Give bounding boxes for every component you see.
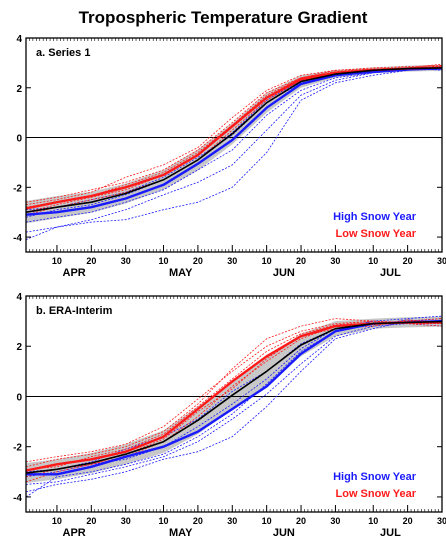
- x-tick-label: 20: [86, 516, 96, 526]
- month-label: JUN: [273, 527, 295, 539]
- high-member-line-1: [26, 68, 442, 223]
- x-tick-label: 20: [403, 256, 413, 266]
- low-member-line-3: [26, 318, 442, 468]
- high-member-line-2: [26, 67, 442, 233]
- month-label: JUN: [273, 267, 295, 279]
- high-member-line-2: [26, 318, 442, 493]
- y-tick-label: -2: [13, 183, 22, 194]
- spread-band: [26, 64, 442, 224]
- x-tick-label: 30: [330, 256, 340, 266]
- month-label: JUL: [380, 527, 401, 539]
- month-label: MAY: [169, 527, 193, 539]
- plot-area: [26, 315, 442, 498]
- legend-high-snow: High Snow Year: [333, 471, 417, 483]
- y-tick-label: -4: [13, 493, 22, 504]
- x-tick-label: 30: [227, 516, 237, 526]
- x-tick-label: 30: [227, 256, 237, 266]
- x-tick-label: 30: [121, 516, 131, 526]
- plot-area: [26, 63, 442, 240]
- x-tick-label: 10: [262, 256, 272, 266]
- x-tick-label: 10: [368, 256, 378, 266]
- y-tick-label: 0: [16, 392, 22, 403]
- x-tick-label: 20: [296, 256, 306, 266]
- low-member-line-5: [26, 320, 442, 470]
- month-label: JUL: [380, 267, 401, 279]
- x-tick-label: 30: [121, 256, 131, 266]
- x-tick-label: 10: [159, 256, 169, 266]
- low-member-line-1: [26, 65, 442, 203]
- x-tick-label: 20: [193, 256, 203, 266]
- figure-title: Tropospheric Temperature Gradient: [78, 8, 368, 27]
- x-tick-label: 10: [159, 516, 169, 526]
- low-member-line-1: [26, 320, 442, 463]
- y-tick-label: -4: [13, 233, 22, 244]
- high-member-line-4: [26, 320, 442, 498]
- x-tick-label: 30: [437, 256, 446, 266]
- y-tick-label: 2: [16, 84, 22, 95]
- y-tick-label: 2: [16, 342, 22, 353]
- y-tick-label: 4: [16, 292, 22, 303]
- x-tick-label: 10: [368, 516, 378, 526]
- x-tick-label: 20: [296, 516, 306, 526]
- x-tick-label: 30: [437, 516, 446, 526]
- high-member-line-3: [26, 68, 442, 240]
- y-tick-label: 4: [16, 34, 22, 45]
- legend-high-snow: High Snow Year: [333, 211, 417, 223]
- month-label: APR: [63, 527, 86, 539]
- high-mean-line: [26, 67, 442, 216]
- x-tick-label: 20: [193, 516, 203, 526]
- legend-low-snow: Low Snow Year: [336, 228, 417, 240]
- spread-band: [26, 316, 442, 484]
- x-tick-label: 10: [262, 516, 272, 526]
- month-label: APR: [63, 267, 86, 279]
- x-tick-label: 20: [403, 516, 413, 526]
- plot-frame: [25, 37, 443, 253]
- mean-line: [26, 67, 442, 213]
- panel-label: b. ERA-Interim: [36, 305, 113, 317]
- y-tick-label: 0: [16, 134, 22, 145]
- panel-label: a. Series 1: [36, 47, 90, 59]
- mean-line: [26, 320, 442, 474]
- low-member-line-4: [26, 319, 442, 483]
- y-tick-label: -2: [13, 443, 22, 454]
- x-tick-label: 10: [52, 516, 62, 526]
- x-tick-label: 30: [330, 516, 340, 526]
- x-tick-label: 10: [52, 256, 62, 266]
- high-member-line-3: [26, 315, 442, 473]
- plot-frame: [25, 295, 443, 513]
- panel-b: -4 -2 0 2 4 10 20 30 10 20 30 10 20 30 10 20 30 APR MAY JUN…: [13, 292, 446, 539]
- month-label: MAY: [169, 267, 193, 279]
- panel-a: -4 -2 0 2 4 10 20 30 10 20 30 10 20 30 10 20 30 APR MAY JUN…: [13, 34, 446, 279]
- legend-low-snow: Low Snow Year: [336, 488, 417, 500]
- x-tick-label: 20: [86, 256, 96, 266]
